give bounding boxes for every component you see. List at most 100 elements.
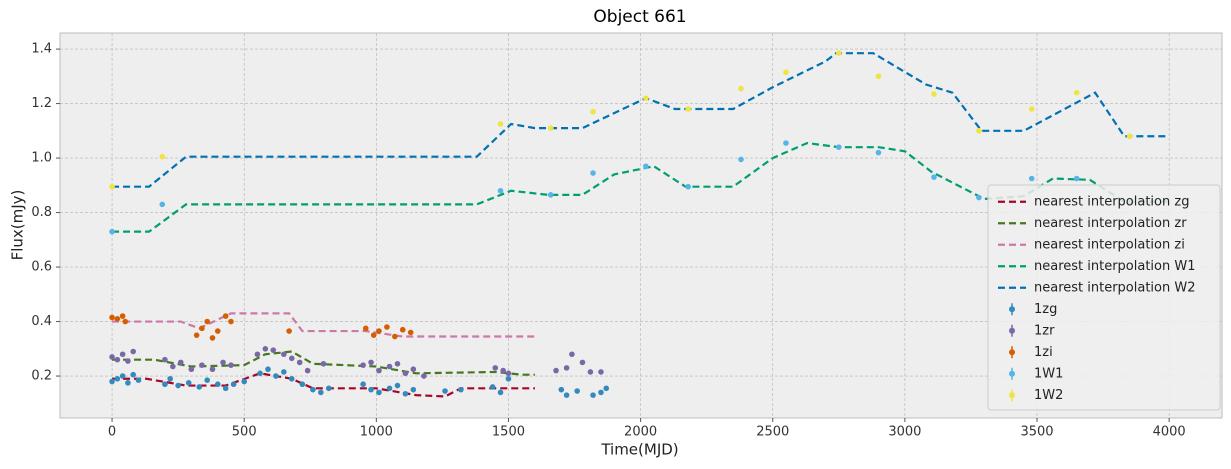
data-point	[196, 384, 203, 390]
data-point	[489, 384, 496, 390]
data-point	[109, 378, 115, 385]
data-point	[685, 106, 691, 112]
data-point	[598, 389, 604, 396]
legend-marker	[1009, 306, 1015, 313]
data-point	[281, 369, 287, 375]
data-point	[257, 370, 263, 377]
data-point	[109, 183, 115, 190]
data-point	[228, 362, 234, 368]
x-tick-label: 4000	[1153, 425, 1186, 440]
x-tick-label: 2000	[624, 425, 657, 440]
data-point	[204, 318, 210, 325]
data-point	[410, 386, 417, 393]
data-point	[836, 144, 842, 150]
data-point	[394, 382, 401, 389]
x-tick-label: 0	[108, 425, 116, 440]
data-point	[162, 381, 168, 388]
data-point	[262, 345, 269, 352]
data-point	[325, 385, 332, 392]
data-point	[587, 369, 594, 375]
data-point	[643, 95, 649, 101]
x-tick-label: 2500	[756, 425, 789, 440]
data-point	[122, 318, 129, 325]
data-point	[175, 382, 181, 389]
data-point	[222, 385, 229, 392]
x-tick-label: 500	[232, 425, 257, 440]
legend-marker	[1009, 392, 1015, 399]
data-point	[1126, 133, 1133, 140]
data-point	[875, 149, 882, 156]
data-point	[976, 128, 982, 134]
y-tick-label: 0.4	[31, 314, 52, 329]
legend-label: 1zg	[1034, 302, 1057, 317]
data-point	[296, 359, 303, 366]
data-point	[1073, 89, 1080, 96]
data-point	[177, 359, 184, 366]
data-point	[304, 367, 311, 374]
data-point	[976, 194, 982, 201]
data-point	[590, 108, 596, 115]
data-point	[114, 356, 121, 363]
data-point	[574, 388, 580, 394]
y-tick-label: 0.2	[31, 369, 52, 384]
data-point	[222, 313, 229, 319]
data-point	[402, 390, 409, 397]
chart-title: Object 661	[593, 7, 686, 27]
data-point	[119, 373, 126, 379]
data-point	[569, 351, 575, 358]
data-point	[376, 389, 382, 396]
data-point	[114, 375, 121, 382]
data-point	[288, 375, 295, 382]
data-point	[376, 328, 382, 334]
data-point	[286, 328, 292, 334]
data-point	[386, 363, 393, 370]
data-point	[1073, 175, 1080, 182]
legend-label: nearest interpolation zg	[1034, 194, 1189, 209]
x-axis-label: Time(MJD)	[600, 441, 678, 459]
data-point	[547, 192, 554, 198]
data-point	[362, 325, 369, 332]
data-point	[360, 362, 366, 368]
data-point	[1028, 106, 1035, 112]
data-point	[214, 381, 221, 388]
data-point	[1028, 175, 1035, 182]
data-point	[643, 163, 649, 170]
data-point	[547, 125, 554, 131]
data-point	[299, 381, 306, 388]
data-point	[228, 318, 234, 325]
data-point	[384, 324, 390, 330]
legend-marker	[1009, 327, 1015, 334]
data-point	[500, 367, 506, 374]
data-point	[505, 375, 512, 382]
data-point	[241, 378, 247, 385]
data-point	[563, 392, 570, 398]
y-tick-label: 0.6	[31, 260, 52, 275]
data-point	[590, 392, 596, 398]
y-tick-label: 1.4	[31, 42, 52, 57]
data-point	[188, 366, 195, 373]
data-point	[220, 359, 226, 366]
y-tick-label: 1.0	[31, 151, 52, 166]
data-point	[370, 332, 377, 338]
data-point	[125, 358, 131, 364]
data-point	[125, 380, 131, 386]
legend-label: 1W1	[1034, 366, 1063, 381]
data-point	[109, 314, 115, 321]
data-point	[109, 354, 115, 360]
data-point	[360, 381, 366, 388]
data-point	[783, 140, 789, 146]
data-point	[135, 377, 142, 383]
data-point	[310, 386, 316, 393]
data-point	[114, 316, 121, 322]
data-point	[590, 170, 596, 176]
data-point	[185, 380, 192, 386]
data-point	[209, 366, 216, 373]
legend-box	[987, 184, 1221, 411]
legend-label: 1W2	[1034, 388, 1063, 403]
data-point	[492, 365, 499, 371]
data-point	[288, 355, 295, 362]
data-point	[505, 370, 512, 377]
x-tick-label: 3500	[1020, 425, 1053, 440]
x-tick-label: 3000	[888, 425, 921, 440]
data-point	[399, 326, 406, 333]
